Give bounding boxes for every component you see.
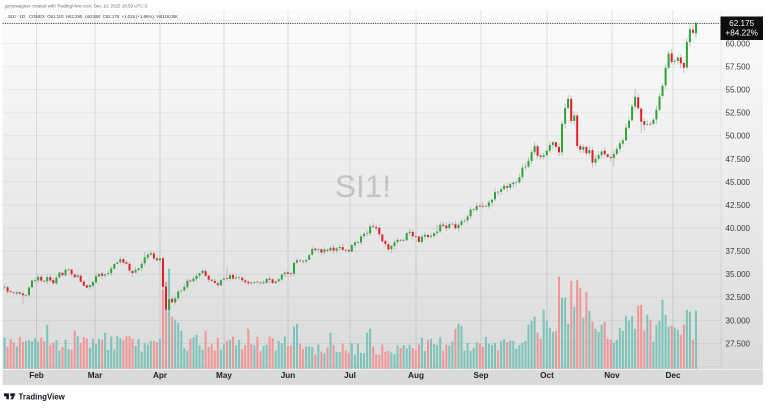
- svg-text:TradingView: TradingView: [19, 392, 66, 401]
- svg-text:+84.22%: +84.22%: [725, 28, 758, 37]
- svg-text:50.000: 50.000: [726, 132, 751, 141]
- svg-text:Oct: Oct: [540, 371, 554, 380]
- svg-text:37.500: 37.500: [726, 247, 751, 256]
- svg-text:57.500: 57.500: [726, 63, 751, 72]
- svg-text:47.500: 47.500: [726, 155, 751, 164]
- svg-text:May: May: [216, 371, 232, 380]
- svg-text:SI1!: SI1!: [335, 168, 391, 204]
- svg-text:55.000: 55.000: [726, 86, 751, 95]
- svg-text:Jun: Jun: [281, 371, 296, 380]
- svg-text:42.500: 42.500: [726, 201, 751, 210]
- svg-text:Apr: Apr: [153, 371, 168, 380]
- svg-text:35.000: 35.000: [726, 270, 751, 279]
- svg-text:garyswagner created with Tradi: garyswagner created with TradingView.com…: [5, 4, 148, 10]
- svg-text:45.000: 45.000: [726, 178, 751, 187]
- svg-text:27.500: 27.500: [726, 339, 751, 348]
- svg-text:Jul: Jul: [344, 371, 356, 380]
- svg-text:Nov: Nov: [604, 371, 620, 380]
- svg-text:32.500: 32.500: [726, 293, 751, 302]
- svg-text:Mar: Mar: [88, 371, 103, 380]
- svg-text:SI1! · 1D · COMEX O61.110 H6: SI1! · 1D · COMEX O61.110 H62.390 L60.55…: [8, 14, 179, 20]
- svg-text:Feb: Feb: [29, 371, 44, 380]
- svg-text:60.000: 60.000: [726, 39, 751, 48]
- svg-text:40.000: 40.000: [726, 224, 751, 233]
- svg-text:30.000: 30.000: [726, 316, 751, 325]
- svg-text:52.500: 52.500: [726, 109, 751, 118]
- svg-text:Sep: Sep: [473, 371, 488, 380]
- svg-text:Aug: Aug: [408, 371, 424, 380]
- svg-text:62.175: 62.175: [729, 19, 754, 28]
- svg-text:Dec: Dec: [665, 371, 680, 380]
